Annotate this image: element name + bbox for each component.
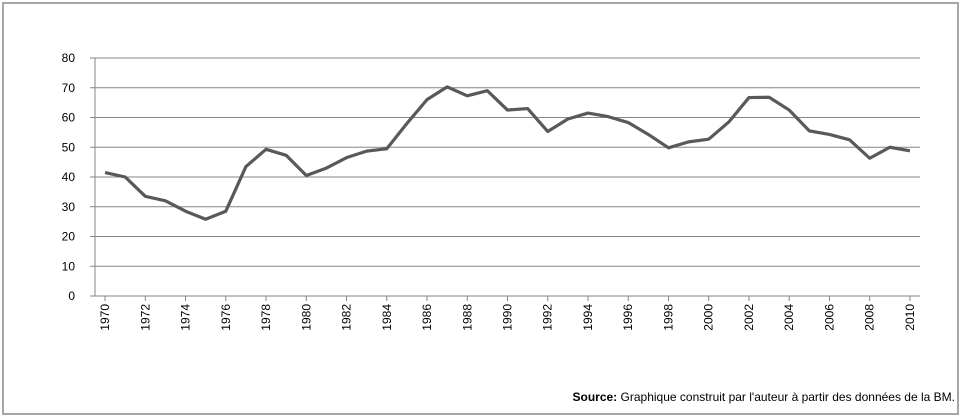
x-tick-label: 1986 [420, 304, 434, 331]
x-tick-label: 1998 [661, 304, 675, 331]
x-tick-label: 2006 [822, 304, 836, 331]
x-tick-label: 1984 [380, 304, 394, 331]
x-tick-label: 1994 [581, 304, 595, 331]
x-tick-label: 2002 [742, 304, 756, 331]
source-label: Source: [572, 390, 617, 404]
x-tick-label: 1976 [219, 304, 233, 331]
x-tick-label: 1978 [259, 304, 273, 331]
x-tick-label: 1980 [299, 304, 313, 331]
x-tick-label: 1982 [340, 304, 354, 331]
y-tick-label: 40 [62, 170, 76, 184]
x-tick-label: 1992 [541, 304, 555, 331]
y-tick-label: 0 [68, 289, 75, 303]
x-tick-label: 2010 [903, 304, 917, 331]
x-tick-label: 1988 [460, 304, 474, 331]
x-tick-label: 2008 [863, 304, 877, 331]
y-tick-label: 30 [62, 200, 76, 214]
y-tick-label: 60 [62, 111, 76, 125]
x-tick-label: 1996 [621, 304, 635, 331]
x-tick-label: 2000 [702, 304, 716, 331]
x-tick-label: 2004 [782, 304, 796, 331]
y-tick-label: 50 [62, 140, 76, 154]
source-text: Graphique construit par l'auteur à parti… [621, 390, 955, 404]
y-tick-label: 10 [62, 259, 76, 273]
y-tick-label: 70 [62, 81, 76, 95]
y-tick-label: 20 [62, 230, 76, 244]
x-tick-label: 1990 [501, 304, 515, 331]
data-line [104, 85, 911, 221]
x-tick-label: 1970 [98, 304, 112, 331]
y-tick-label: 80 [62, 51, 76, 65]
x-tick-label: 1974 [179, 304, 193, 331]
x-tick-label: 1972 [138, 304, 152, 331]
source-note: Source: Graphique construit par l'auteur… [572, 390, 955, 404]
